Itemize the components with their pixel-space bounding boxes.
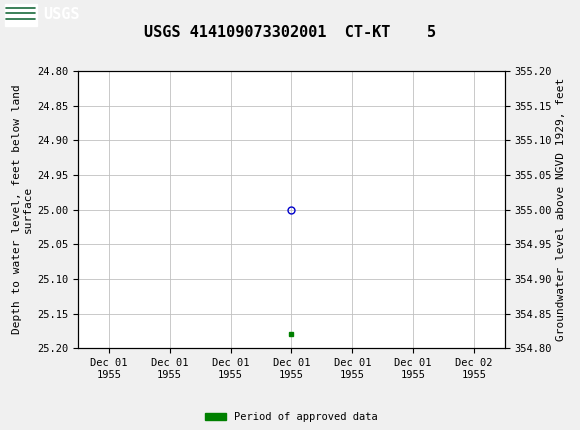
Text: USGS: USGS [44, 7, 80, 22]
Y-axis label: Depth to water level, feet below land
surface: Depth to water level, feet below land su… [12, 85, 33, 335]
Bar [5, 3, 37, 26]
Text: USGS 414109073302001  CT-KT    5: USGS 414109073302001 CT-KT 5 [144, 25, 436, 40]
Y-axis label: Groundwater level above NGVD 1929, feet: Groundwater level above NGVD 1929, feet [556, 78, 566, 341]
Legend: Period of approved data: Period of approved data [201, 408, 382, 426]
